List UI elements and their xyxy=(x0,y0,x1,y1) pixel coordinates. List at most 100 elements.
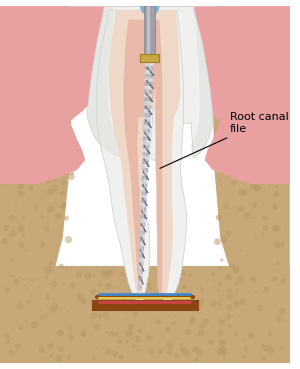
Circle shape xyxy=(240,249,242,252)
Polygon shape xyxy=(124,20,157,118)
Circle shape xyxy=(25,249,27,252)
Circle shape xyxy=(68,332,72,337)
Circle shape xyxy=(4,287,10,293)
Circle shape xyxy=(230,263,236,269)
Circle shape xyxy=(3,61,8,66)
Circle shape xyxy=(46,179,50,184)
Circle shape xyxy=(220,236,228,243)
Circle shape xyxy=(274,169,280,176)
Circle shape xyxy=(17,183,24,190)
Circle shape xyxy=(278,10,286,18)
Circle shape xyxy=(97,283,102,287)
Polygon shape xyxy=(87,6,124,158)
Polygon shape xyxy=(182,6,290,184)
Circle shape xyxy=(212,272,215,276)
Circle shape xyxy=(150,320,152,323)
Circle shape xyxy=(117,286,120,289)
Circle shape xyxy=(247,27,250,30)
Circle shape xyxy=(19,344,22,346)
Circle shape xyxy=(68,169,74,176)
Circle shape xyxy=(218,11,219,13)
Circle shape xyxy=(196,348,204,356)
Circle shape xyxy=(251,134,256,138)
Circle shape xyxy=(243,339,245,341)
Circle shape xyxy=(180,343,184,347)
Circle shape xyxy=(189,318,196,325)
Circle shape xyxy=(40,215,44,218)
Circle shape xyxy=(269,58,277,65)
Polygon shape xyxy=(124,20,142,295)
Circle shape xyxy=(8,214,15,221)
Circle shape xyxy=(18,225,25,232)
Circle shape xyxy=(43,77,46,81)
Circle shape xyxy=(252,278,257,283)
Circle shape xyxy=(267,121,274,128)
Circle shape xyxy=(224,173,226,175)
Circle shape xyxy=(226,150,229,153)
Circle shape xyxy=(18,242,24,248)
Circle shape xyxy=(183,349,190,356)
Circle shape xyxy=(226,231,232,237)
Circle shape xyxy=(52,154,57,159)
Circle shape xyxy=(226,304,232,311)
Circle shape xyxy=(180,270,185,275)
Circle shape xyxy=(12,338,14,341)
Circle shape xyxy=(81,331,86,337)
Circle shape xyxy=(280,277,286,284)
Circle shape xyxy=(275,186,278,188)
Circle shape xyxy=(22,233,25,237)
Circle shape xyxy=(264,286,268,291)
Circle shape xyxy=(273,82,279,88)
Circle shape xyxy=(259,94,265,100)
Polygon shape xyxy=(190,6,212,158)
Circle shape xyxy=(20,29,24,34)
Circle shape xyxy=(265,61,271,66)
Circle shape xyxy=(251,217,254,220)
Circle shape xyxy=(49,355,53,359)
Circle shape xyxy=(60,204,66,210)
Circle shape xyxy=(27,300,32,304)
Circle shape xyxy=(173,353,179,359)
Circle shape xyxy=(19,325,24,330)
Circle shape xyxy=(156,319,161,325)
Circle shape xyxy=(9,37,13,41)
Circle shape xyxy=(181,347,186,352)
Circle shape xyxy=(92,293,94,295)
Circle shape xyxy=(264,349,267,351)
Circle shape xyxy=(261,37,266,41)
Circle shape xyxy=(148,348,155,355)
Circle shape xyxy=(14,19,16,22)
Circle shape xyxy=(55,134,60,138)
Circle shape xyxy=(198,307,201,310)
Circle shape xyxy=(26,162,30,167)
Circle shape xyxy=(274,48,276,51)
Circle shape xyxy=(146,334,153,341)
Circle shape xyxy=(189,273,192,277)
Circle shape xyxy=(152,302,156,306)
Circle shape xyxy=(40,156,43,159)
Circle shape xyxy=(107,269,113,275)
Circle shape xyxy=(137,329,142,334)
Circle shape xyxy=(272,225,278,232)
Circle shape xyxy=(50,49,52,51)
Circle shape xyxy=(29,185,34,190)
Circle shape xyxy=(220,259,224,262)
Circle shape xyxy=(39,141,44,146)
Circle shape xyxy=(29,277,34,282)
Circle shape xyxy=(218,267,221,270)
Circle shape xyxy=(276,316,283,323)
Circle shape xyxy=(255,163,257,166)
Circle shape xyxy=(214,238,221,245)
Circle shape xyxy=(277,117,279,120)
Circle shape xyxy=(29,69,35,76)
Circle shape xyxy=(149,287,152,291)
Circle shape xyxy=(4,184,8,187)
Circle shape xyxy=(217,289,219,292)
Circle shape xyxy=(125,330,132,337)
Circle shape xyxy=(238,315,241,318)
Circle shape xyxy=(61,72,69,79)
Circle shape xyxy=(235,165,242,172)
Circle shape xyxy=(136,349,139,351)
Circle shape xyxy=(278,307,285,314)
Circle shape xyxy=(273,191,280,197)
